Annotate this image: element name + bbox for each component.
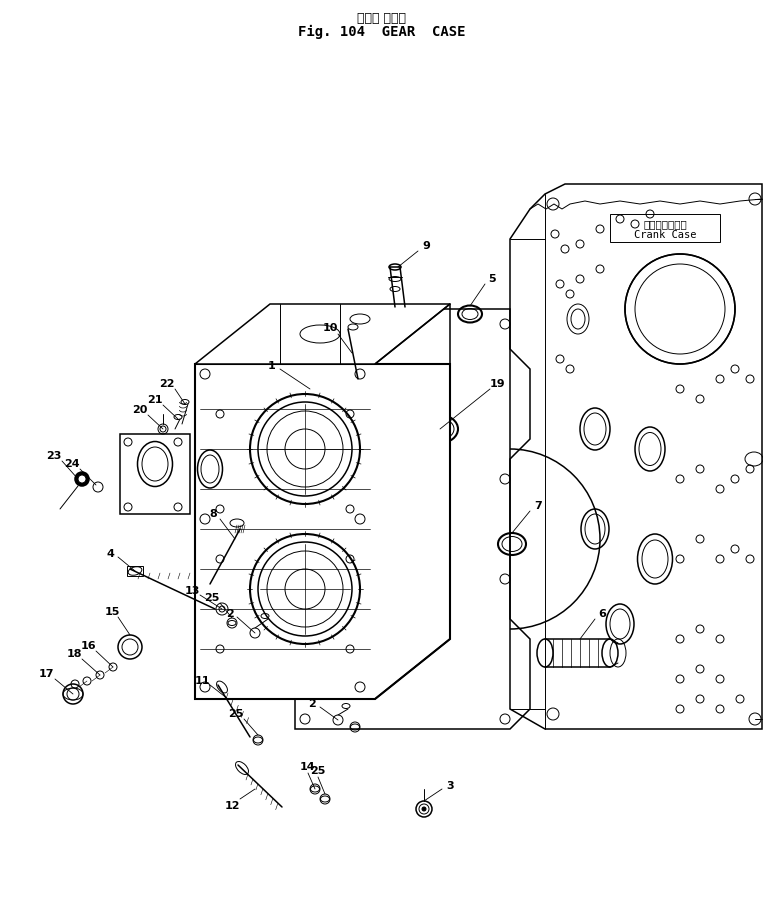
Text: 25: 25 [311, 765, 326, 775]
Text: 5: 5 [488, 273, 496, 284]
Text: クランクケース: クランクケース [643, 219, 687, 229]
Polygon shape [510, 185, 762, 729]
Polygon shape [195, 364, 450, 699]
Bar [127, 566, 143, 576]
Text: 11: 11 [195, 676, 210, 686]
Text: 19: 19 [490, 379, 506, 389]
Text: 24: 24 [64, 458, 80, 468]
Bar [610, 215, 720, 243]
Text: 4: 4 [106, 548, 114, 558]
Text: 9: 9 [422, 241, 430, 251]
Text: 22: 22 [159, 379, 175, 389]
Text: 3: 3 [446, 780, 454, 790]
Text: 25: 25 [204, 593, 220, 603]
Text: 12: 12 [224, 800, 240, 810]
Text: 8: 8 [209, 509, 217, 519]
Text: 21: 21 [147, 394, 163, 405]
Text: 2: 2 [308, 698, 316, 708]
Text: Fig. 104  GEAR  CASE: Fig. 104 GEAR CASE [298, 25, 465, 39]
Text: 14: 14 [300, 761, 316, 771]
Circle shape [78, 475, 86, 483]
Text: 7: 7 [534, 501, 542, 511]
Polygon shape [195, 305, 450, 364]
Text: 6: 6 [598, 608, 606, 618]
Text: 17: 17 [38, 668, 53, 678]
Text: 20: 20 [132, 405, 148, 415]
Text: 10: 10 [322, 323, 338, 333]
Text: 2: 2 [226, 608, 234, 618]
Circle shape [422, 807, 426, 811]
Text: 23: 23 [47, 450, 62, 461]
Text: 15: 15 [105, 606, 120, 616]
Text: ギヤー ケース: ギヤー ケース [358, 12, 407, 24]
Text: 18: 18 [66, 649, 82, 658]
Circle shape [75, 473, 89, 486]
Bar [120, 435, 190, 514]
Text: Crank Case: Crank Case [634, 230, 697, 240]
Text: 13: 13 [185, 585, 200, 595]
Text: 16: 16 [80, 640, 96, 650]
Text: 1: 1 [268, 361, 276, 371]
Text: 25: 25 [228, 708, 243, 718]
